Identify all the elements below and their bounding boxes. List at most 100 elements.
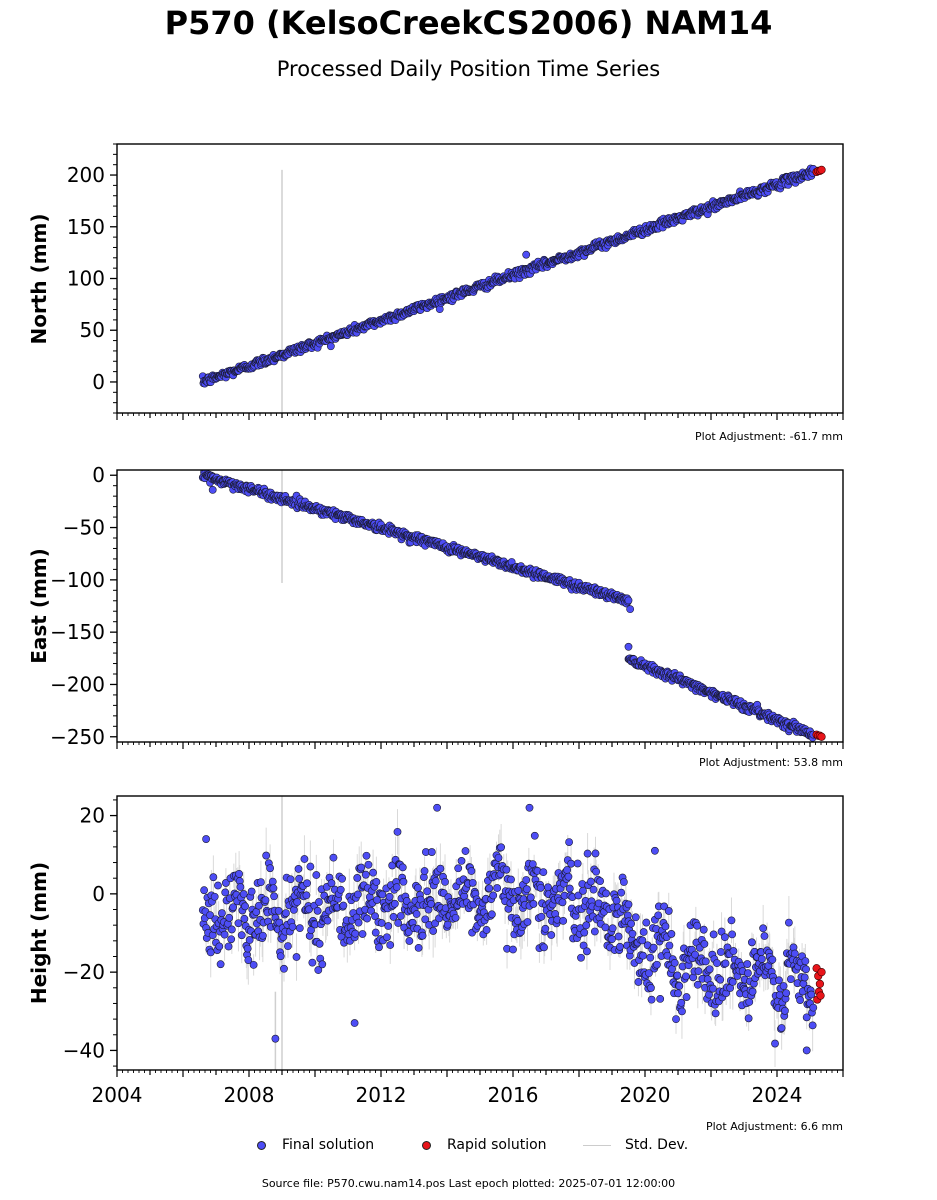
final-point (300, 855, 309, 863)
final-point (567, 859, 575, 868)
final-point (392, 883, 401, 892)
final-point (402, 897, 411, 905)
y-tick-label: 200 (67, 163, 105, 187)
final-point (420, 867, 429, 875)
final-point (748, 987, 757, 996)
final-point (429, 927, 438, 935)
final-point (547, 931, 556, 939)
final-point (638, 936, 647, 945)
final-point (775, 976, 783, 985)
final-solution-points (198, 803, 818, 1055)
x-tick-label: 2008 (224, 1083, 275, 1107)
final-point (323, 916, 332, 925)
plot-area (198, 164, 826, 413)
final-point (284, 942, 292, 951)
final-point (796, 996, 804, 1004)
final-point (289, 906, 298, 914)
final-point (673, 971, 682, 980)
final-point (350, 1019, 359, 1027)
final-point (254, 901, 263, 910)
legend-std: Std. Dev. (583, 1137, 688, 1153)
y-tick-label: −200 (50, 672, 105, 696)
final-point (418, 931, 427, 940)
final-point (529, 900, 538, 908)
final-point (237, 931, 246, 940)
final-point (295, 874, 304, 883)
final-point (224, 942, 233, 951)
final-point (398, 863, 407, 872)
final-point (760, 932, 769, 940)
final-point (369, 868, 377, 877)
final-point (221, 888, 230, 897)
chart-subtitle: Processed Daily Position Time Series (276, 57, 661, 81)
final-point (336, 885, 345, 894)
final-point (711, 1009, 720, 1018)
y-tick-label: 0 (92, 463, 105, 487)
final-point (807, 990, 816, 999)
final-point (364, 860, 373, 869)
y-tick-label: 100 (67, 267, 105, 291)
final-point (202, 835, 210, 843)
final-point (802, 965, 810, 974)
final-point (326, 342, 335, 351)
final-point (493, 884, 502, 892)
final-point (294, 865, 303, 873)
final-point (522, 885, 531, 894)
final-point (361, 870, 370, 879)
plot-adjustment-label: Plot Adjustment: 53.8 mm (699, 756, 843, 769)
final-point (779, 982, 788, 990)
final-point (312, 871, 321, 879)
y-tick-label: 150 (67, 215, 105, 239)
rapid-point (817, 968, 826, 977)
final-point (489, 891, 498, 900)
final-point (608, 924, 617, 933)
final-point (468, 878, 477, 887)
final-point (375, 943, 383, 952)
final-point (487, 910, 496, 919)
final-point (241, 902, 249, 911)
rapid-solution-points (812, 730, 826, 741)
final-point (269, 884, 278, 893)
final-point (583, 947, 591, 956)
final-point (351, 929, 360, 938)
final-point (682, 993, 691, 1001)
x-tick-label: 2004 (92, 1083, 143, 1107)
final-point (537, 912, 546, 921)
final-point (367, 906, 375, 915)
final-point (631, 913, 640, 922)
rapid-solution-marker (422, 1140, 431, 1150)
y-tick-label: 50 (80, 318, 105, 342)
final-point (363, 914, 372, 923)
final-point (315, 898, 323, 906)
rapid-point (817, 732, 826, 741)
final-point (647, 984, 655, 992)
final-point (800, 973, 809, 982)
final-point (338, 874, 346, 883)
final-point (801, 957, 810, 966)
final-point (563, 866, 572, 874)
final-point (582, 921, 591, 930)
final-point (467, 867, 476, 875)
final-point (245, 936, 254, 944)
final-point (694, 967, 703, 976)
final-point (214, 881, 222, 890)
y-axis-label: Height (mm) (27, 862, 51, 1004)
final-point (586, 877, 595, 886)
source-footer: Source file: P570.cwu.nam14.pos Last epo… (261, 1177, 676, 1190)
final-point (522, 250, 531, 259)
rapid-point (816, 991, 825, 1000)
final-point (318, 960, 327, 969)
final-point (315, 939, 324, 948)
final-point (624, 900, 633, 909)
final-point (628, 929, 637, 938)
final-point (624, 596, 633, 605)
x-tick-label: 2012 (356, 1083, 407, 1107)
final-point (608, 935, 616, 944)
final-point (216, 960, 225, 969)
legend-rapid-label: Rapid solution (447, 1137, 547, 1153)
final-point (218, 909, 226, 918)
final-point (748, 938, 756, 947)
final-point (651, 846, 659, 855)
final-point (513, 917, 522, 925)
rapid-solution-points (812, 964, 826, 1004)
